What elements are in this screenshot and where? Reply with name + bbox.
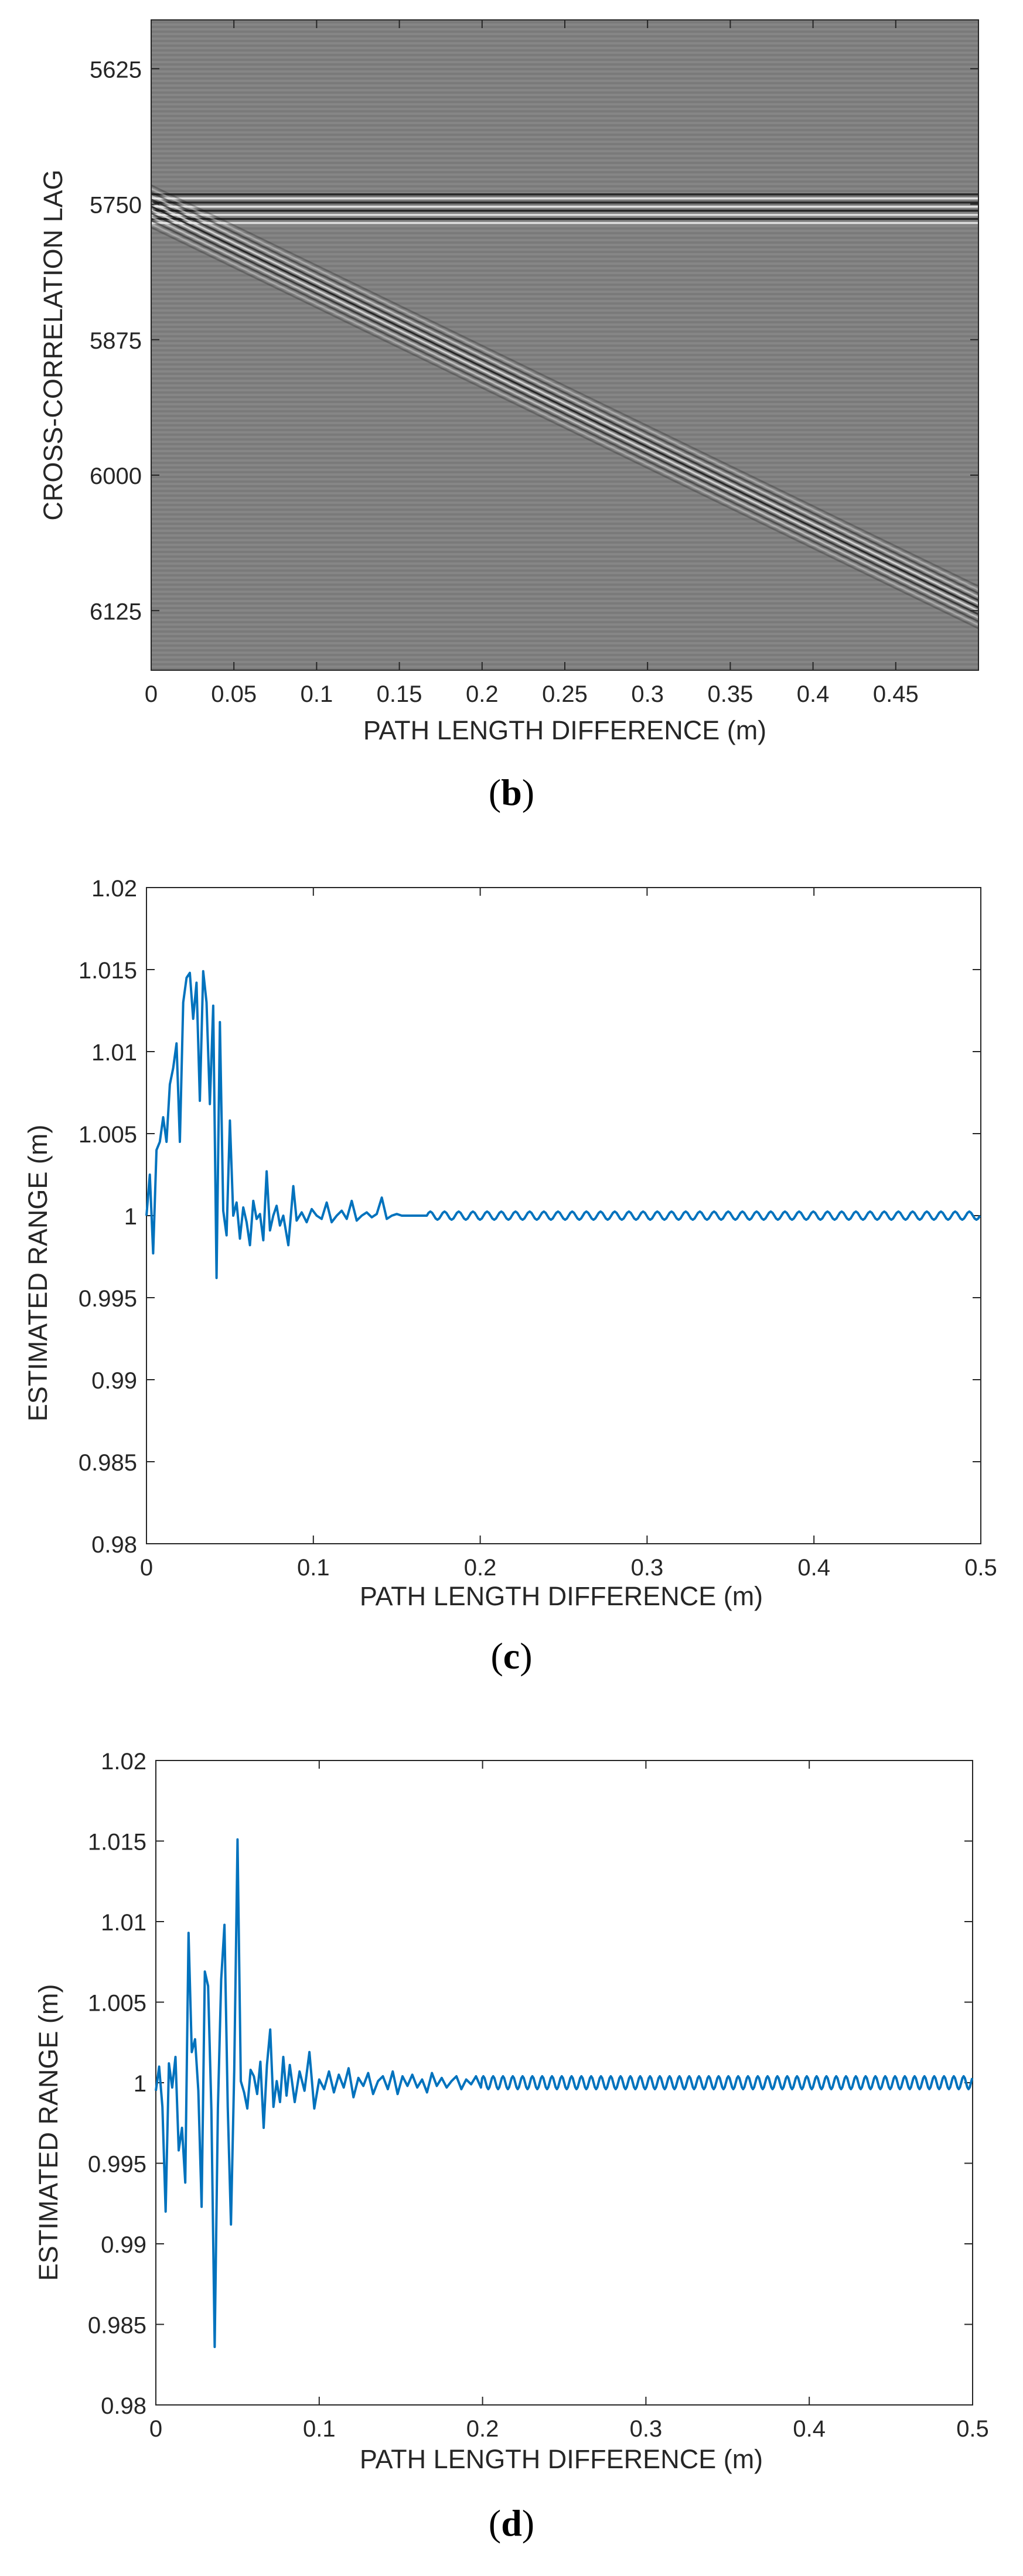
x-tick-label: 0.1 bbox=[297, 1555, 330, 1581]
heatmap-area bbox=[151, 20, 978, 670]
band-stripe bbox=[151, 210, 978, 212]
panel-d: 0 0.1 0.2 0.3 0.4 0.5 0.98 0.985 0.99 0.995 1 1.005… bbox=[0, 1687, 1023, 2573]
y-tick-label: 0.995 bbox=[79, 1286, 137, 1312]
x-tick-label: 0 bbox=[149, 2416, 162, 2442]
x-tick-label: 0.1 bbox=[303, 2416, 336, 2442]
y-tick-label: 0.985 bbox=[79, 1450, 137, 1476]
caption-letter: d bbox=[501, 2502, 522, 2544]
y-tick-label: 5875 bbox=[90, 328, 142, 354]
x-tick-label: 0.2 bbox=[464, 1555, 497, 1581]
panel-caption-c: (c) bbox=[0, 1635, 1023, 1678]
y-tick-label: 0.99 bbox=[101, 2232, 146, 2258]
y-tick-label: 1.015 bbox=[88, 1830, 146, 1855]
line-series bbox=[145, 970, 981, 1280]
y-tick-label: 0.99 bbox=[91, 1368, 137, 1394]
panel-caption-b: (b) bbox=[0, 771, 1023, 814]
diagonal-stripe bbox=[151, 212, 978, 616]
chart-b: 0 0.05 0.1 0.15 0.2 0.25 0.3 0.35 0.4 0.45 5625 575… bbox=[38, 19, 979, 745]
x-tick-label: 0.4 bbox=[793, 2416, 826, 2442]
axes: 0 0.05 0.1 0.15 0.2 0.25 0.3 0.35 0.4 0.45 5625 575… bbox=[90, 19, 979, 707]
y-axis-label: CROSS-CORRELATION LAG bbox=[38, 169, 68, 520]
x-tick-label: 0.4 bbox=[797, 1555, 830, 1581]
chart-d: 0 0.1 0.2 0.3 0.4 0.5 0.98 0.985 0.99 0.995 1 1.005… bbox=[33, 1749, 989, 2474]
diagonal-stripe bbox=[151, 223, 978, 626]
caption-paren-close: ) bbox=[521, 772, 535, 813]
panel-c: 0 0.1 0.2 0.3 0.4 0.5 0.98 0.985 0.99 0.995 1 1.005… bbox=[0, 838, 1023, 1687]
x-tick-label: 0.3 bbox=[631, 1555, 664, 1581]
chart-c: 0 0.1 0.2 0.3 0.4 0.5 0.98 0.985 0.99 0.995 1 1.005… bbox=[23, 876, 997, 1611]
caption-paren-open: ( bbox=[488, 772, 502, 813]
y-tick-label: 0.98 bbox=[101, 2393, 146, 2419]
x-tick-label: 0.35 bbox=[707, 681, 753, 707]
y-tick-label: 1.005 bbox=[88, 1991, 146, 2017]
x-tick-label: 0.05 bbox=[211, 681, 257, 707]
diagonal-stripe bbox=[151, 184, 978, 588]
y-tick-label: 0.98 bbox=[91, 1532, 137, 1558]
x-tick-label: 0.3 bbox=[630, 2416, 663, 2442]
x-tick-label: 0 bbox=[145, 681, 158, 707]
heatmap-background bbox=[151, 20, 978, 670]
diagonal-stripe bbox=[151, 202, 978, 605]
panel-b: 0 0.05 0.1 0.15 0.2 0.25 0.3 0.35 0.4 0.45 5625 575… bbox=[0, 0, 1023, 838]
y-axis-label: ESTIMATED RANGE (m) bbox=[23, 1125, 53, 1422]
axes-box bbox=[146, 887, 981, 1544]
band-stripe bbox=[151, 202, 978, 204]
x-tick-label: 0.2 bbox=[466, 2416, 499, 2442]
caption-paren-open: ( bbox=[488, 2502, 502, 2544]
band-stripe bbox=[151, 214, 978, 216]
x-tick-label: 0.3 bbox=[631, 681, 664, 707]
y-tick-label: 6125 bbox=[90, 599, 142, 625]
x-tick-label: 0 bbox=[140, 1555, 153, 1581]
y-tick-label: 1 bbox=[134, 2071, 146, 2097]
y-tick-label: 1.01 bbox=[91, 1040, 137, 1066]
y-tick-label: 1 bbox=[124, 1204, 137, 1230]
caption-paren-open: ( bbox=[490, 1635, 503, 1677]
y-tick-label: 6000 bbox=[90, 463, 142, 489]
diagonal-stripe bbox=[151, 219, 978, 623]
diagonal-stripe bbox=[151, 209, 978, 612]
caption-paren-close: ) bbox=[521, 2502, 535, 2544]
x-axis-label: PATH LENGTH DIFFERENCE (m) bbox=[360, 2444, 763, 2474]
x-tick-label: 0.5 bbox=[964, 1555, 997, 1581]
series-line bbox=[155, 1838, 974, 2348]
y-tick-label: 0.985 bbox=[88, 2313, 146, 2339]
caption-letter: b bbox=[501, 772, 522, 813]
band-stripe bbox=[151, 197, 978, 200]
caption-paren-close: ) bbox=[520, 1635, 533, 1677]
y-tick-label: 1.02 bbox=[91, 876, 137, 902]
x-tick-label: 0.2 bbox=[466, 681, 499, 707]
x-tick-label: 0.4 bbox=[797, 681, 830, 707]
x-tick-label: 0.25 bbox=[542, 681, 588, 707]
x-axis-label: PATH LENGTH DIFFERENCE (m) bbox=[360, 1581, 763, 1611]
y-tick-label: 0.995 bbox=[88, 2152, 146, 2178]
diagonal-stripe bbox=[151, 198, 978, 602]
y-tick-label: 5750 bbox=[90, 193, 142, 219]
diagonal-stripe bbox=[151, 216, 978, 619]
series-line bbox=[145, 970, 981, 1280]
x-tick-label: 0.5 bbox=[956, 2416, 989, 2442]
line-series bbox=[155, 1838, 974, 2348]
y-tick-label: 5625 bbox=[90, 57, 142, 83]
diagonal-stripe bbox=[151, 226, 978, 630]
x-tick-label: 0.1 bbox=[301, 681, 333, 707]
diagonal-stripe bbox=[151, 195, 978, 598]
y-axis-label: ESTIMATED RANGE (m) bbox=[33, 1984, 63, 2281]
x-axis-label: PATH LENGTH DIFFERENCE (m) bbox=[363, 715, 766, 745]
y-tick-label: 1.02 bbox=[101, 1749, 146, 1775]
axes: 0 0.1 0.2 0.3 0.4 0.5 0.98 0.985 0.99 0.995 1 1.005… bbox=[88, 1749, 989, 2442]
x-tick-label: 0.45 bbox=[873, 681, 919, 707]
x-tick-label: 0.15 bbox=[377, 681, 422, 707]
panel-caption-d: (d) bbox=[0, 2502, 1023, 2545]
band-stripe bbox=[151, 218, 978, 220]
diagonal-stripe bbox=[151, 187, 978, 591]
y-tick-label: 1.015 bbox=[79, 958, 137, 984]
caption-letter: c bbox=[503, 1635, 520, 1677]
band-stripe bbox=[151, 206, 978, 208]
diagonal-stripe bbox=[151, 205, 978, 609]
band-stripe bbox=[151, 222, 978, 224]
band-stripe bbox=[151, 193, 978, 196]
diagonal-stripe bbox=[151, 191, 978, 595]
y-tick-label: 1.01 bbox=[101, 1910, 146, 1936]
y-tick-label: 1.005 bbox=[79, 1122, 137, 1148]
